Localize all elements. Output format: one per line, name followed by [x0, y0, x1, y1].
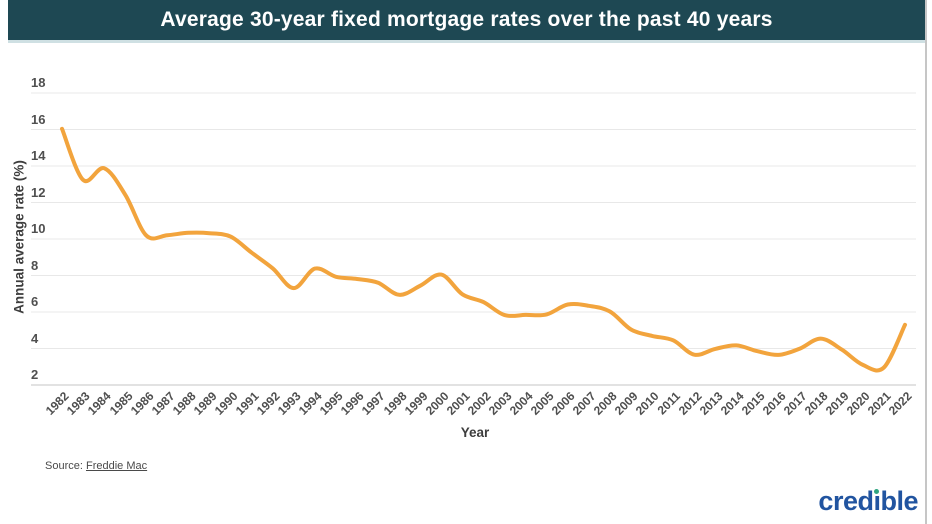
right-divider-line	[925, 0, 927, 524]
source-note: Source: Freddie Mac	[45, 460, 147, 472]
rate-line-series	[60, 126, 907, 373]
logo-text-part: cred	[818, 486, 874, 516]
logo-text-part: ble	[880, 486, 918, 516]
source-label: Source:	[45, 460, 83, 472]
chart-title: Average 30-year fixed mortgage rates ove…	[160, 8, 773, 31]
y-axis-tick-label: 6	[31, 294, 39, 309]
y-axis-tick-label: 8	[31, 257, 39, 273]
y-axis-tick-label: 18	[31, 75, 46, 90]
y-axis-tick-label: 14	[31, 148, 46, 163]
chart-title-bar: Average 30-year fixed mortgage rates ove…	[8, 0, 925, 43]
y-axis-tick-label: 10	[31, 221, 46, 236]
y-axis-tick-label: 12	[31, 184, 46, 200]
credible-logo: credıble	[818, 488, 918, 515]
source-link[interactable]: Freddie Mac	[85, 460, 148, 472]
y-axis-tick-label: 4	[31, 330, 39, 346]
y-axis-tick-label: 2	[31, 367, 39, 382]
x-axis-title: Year	[460, 425, 490, 440]
y-axis-title: Annual average rate (%)	[11, 160, 27, 314]
logo-i-with-green-dot: ı	[873, 486, 881, 516]
y-axis-tick-label: 16	[31, 111, 46, 127]
